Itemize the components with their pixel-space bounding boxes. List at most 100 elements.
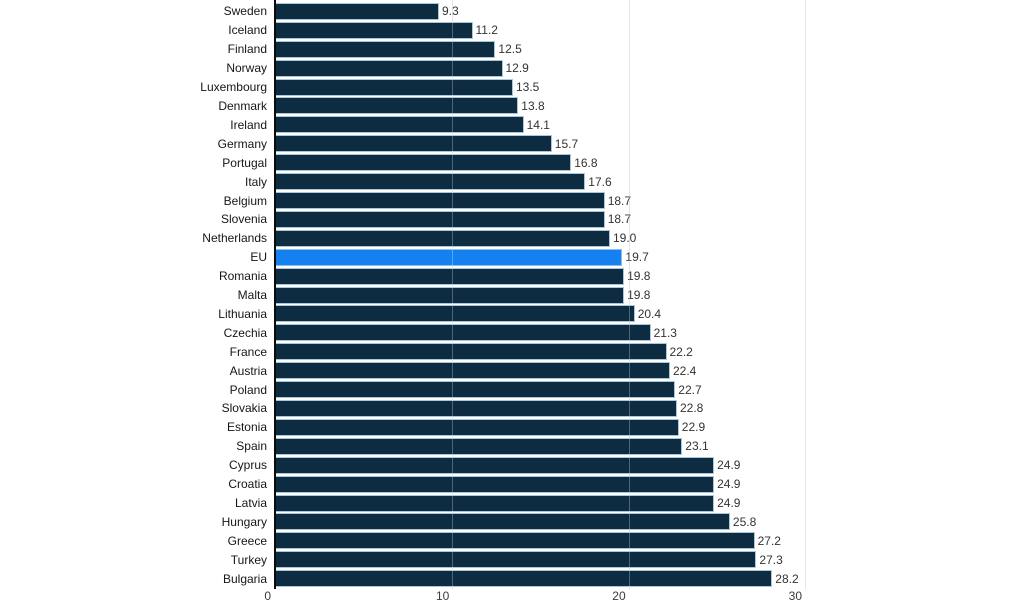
bar-row: Ireland 14.1 xyxy=(0,115,1025,134)
value-label: 11.2 xyxy=(475,23,498,38)
category-label: Italy xyxy=(244,174,267,189)
value-label: 18.7 xyxy=(607,193,632,208)
bar xyxy=(275,494,715,512)
y-axis-line xyxy=(274,0,276,589)
bar-row: Romania 19.8 xyxy=(0,267,1025,286)
bar xyxy=(275,267,625,285)
category-label: Malta xyxy=(237,288,267,303)
category-label: Denmark xyxy=(218,98,267,113)
category-label: Sweden xyxy=(223,4,267,19)
bar xyxy=(275,2,439,20)
bar-row: Slovenia 18.7 xyxy=(0,210,1025,229)
bar-row: Poland 22.7 xyxy=(0,380,1025,399)
bar xyxy=(275,116,524,134)
value-label: 19.8 xyxy=(627,288,651,303)
bar-row: Netherlands 19.0 xyxy=(0,229,1025,248)
bar xyxy=(275,513,730,531)
bar xyxy=(275,97,519,115)
category-label: Germany xyxy=(217,136,267,151)
gridline-overlay xyxy=(805,0,806,589)
bar-row: Cyprus 24.9 xyxy=(0,456,1025,475)
bar xyxy=(275,362,670,380)
value-label: 22.4 xyxy=(673,363,697,378)
gridline xyxy=(805,0,806,589)
bar xyxy=(275,399,677,417)
bar-row: Austria 22.4 xyxy=(0,361,1025,380)
category-label: Slovenia xyxy=(220,212,267,227)
category-label: Slovakia xyxy=(221,401,267,416)
category-label: Finland xyxy=(227,42,267,57)
value-label: 24.9 xyxy=(717,496,741,511)
x-tick-label: 30 xyxy=(788,589,802,603)
category-label: Luxembourg xyxy=(200,80,267,95)
category-label: EU xyxy=(250,250,267,265)
value-label: 22.7 xyxy=(678,382,702,397)
value-label: 14.1 xyxy=(526,117,550,132)
bar-row: Malta 19.8 xyxy=(0,286,1025,305)
category-label: Spain xyxy=(236,439,267,454)
bar xyxy=(275,154,572,172)
value-label: 19.8 xyxy=(627,269,651,284)
value-label: 15.7 xyxy=(554,136,579,151)
value-label: 20.4 xyxy=(637,306,662,321)
category-label: Croatia xyxy=(228,477,267,492)
x-tick-label: 10 xyxy=(435,589,450,603)
bar-row: Norway 12.9 xyxy=(0,59,1025,78)
bar-row: Latvia 24.9 xyxy=(0,494,1025,513)
bar-row: Czechia 21.3 xyxy=(0,323,1025,342)
gridline-overlay xyxy=(628,0,630,589)
bar xyxy=(275,324,651,342)
bar xyxy=(275,286,625,304)
bar-row: Lithuania 20.4 xyxy=(0,305,1025,324)
x-tick-label: 0 xyxy=(264,589,271,603)
bar-row: Denmark 13.8 xyxy=(0,97,1025,116)
category-label: Turkey xyxy=(230,552,267,567)
value-label: 22.2 xyxy=(669,344,693,359)
category-label: Ireland xyxy=(230,117,267,132)
category-label: Poland xyxy=(229,382,267,397)
value-label: 12.5 xyxy=(498,42,522,57)
bar-row: EU 19.7 xyxy=(0,248,1025,267)
category-label: Iceland xyxy=(228,23,267,38)
category-label: Latvia xyxy=(234,496,267,511)
bar-row: France 22.2 xyxy=(0,342,1025,361)
bar-row: Italy 17.6 xyxy=(0,172,1025,191)
bar-row: Iceland 11.2 xyxy=(0,21,1025,40)
bar xyxy=(275,343,667,361)
category-label: Estonia xyxy=(226,420,267,435)
value-label: 22.9 xyxy=(681,420,706,435)
value-label: 25.8 xyxy=(732,514,757,529)
bar xyxy=(275,475,715,493)
gridline xyxy=(628,0,630,589)
value-label: 19.7 xyxy=(625,250,649,265)
bar xyxy=(275,173,586,191)
value-label: 16.8 xyxy=(574,155,598,170)
category-label: Belgium xyxy=(223,193,267,208)
bar-row: Bulgaria 28.2 xyxy=(0,569,1025,588)
value-label: 13.8 xyxy=(521,98,545,113)
value-label: 24.9 xyxy=(717,477,741,492)
bar-row: Luxembourg 13.5 xyxy=(0,78,1025,97)
value-label: 24.9 xyxy=(717,458,741,473)
bar xyxy=(275,381,676,399)
bar-row: Finland 12.5 xyxy=(0,40,1025,59)
bar xyxy=(275,532,755,550)
x-axis: 0 10 20 30 xyxy=(0,589,1025,606)
bar-row: Turkey 27.3 xyxy=(0,550,1025,569)
x-tick-label: 20 xyxy=(612,589,626,603)
bar-row: Belgium 18.7 xyxy=(0,191,1025,210)
category-label: Romania xyxy=(218,269,267,284)
bar xyxy=(275,437,683,455)
bar xyxy=(275,40,496,58)
category-label: Czechia xyxy=(223,325,267,340)
category-label: Lithuania xyxy=(218,306,267,321)
bar xyxy=(275,418,679,436)
bar-rows: Sweden 9.3 Iceland 11.2 Finland 12.5 Norway 12.… xyxy=(0,2,1025,588)
category-label: France xyxy=(229,344,267,359)
bar-row: Portugal 16.8 xyxy=(0,153,1025,172)
bar-highlight-eu xyxy=(275,248,623,266)
bar-row: Slovakia 22.8 xyxy=(0,399,1025,418)
bar-row: Greece 27.2 xyxy=(0,531,1025,550)
bar xyxy=(275,210,605,228)
